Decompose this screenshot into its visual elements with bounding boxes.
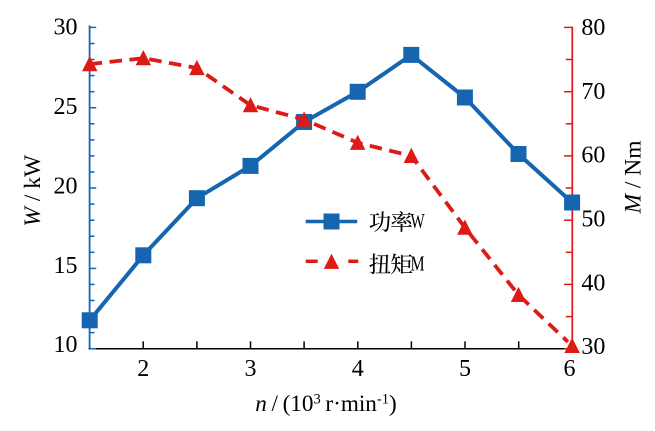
svg-text:60: 60 — [581, 143, 605, 169]
svg-text:25: 25 — [54, 94, 78, 120]
svg-text:20: 20 — [54, 173, 78, 199]
svg-text:10: 10 — [54, 332, 78, 358]
svg-text:W / kW: W / kW — [20, 154, 46, 227]
svg-text:W: W — [411, 209, 425, 233]
svg-text:15: 15 — [54, 253, 78, 279]
svg-text:4: 4 — [352, 356, 364, 382]
svg-text:n / (103 r·min-1): n / (103 r·min-1) — [255, 391, 396, 417]
svg-text:3: 3 — [245, 356, 257, 382]
svg-text:2: 2 — [137, 356, 149, 382]
svg-text:6: 6 — [564, 356, 576, 382]
svg-text:50: 50 — [581, 207, 605, 233]
svg-text:5: 5 — [459, 356, 471, 382]
svg-text:70: 70 — [581, 79, 605, 105]
svg-text:30: 30 — [54, 15, 78, 41]
svg-text:40: 40 — [581, 270, 605, 296]
svg-text:M: M — [411, 252, 425, 276]
svg-text:M / Nm: M / Nm — [621, 140, 647, 214]
svg-text:30: 30 — [581, 334, 605, 360]
svg-text:80: 80 — [581, 15, 605, 41]
